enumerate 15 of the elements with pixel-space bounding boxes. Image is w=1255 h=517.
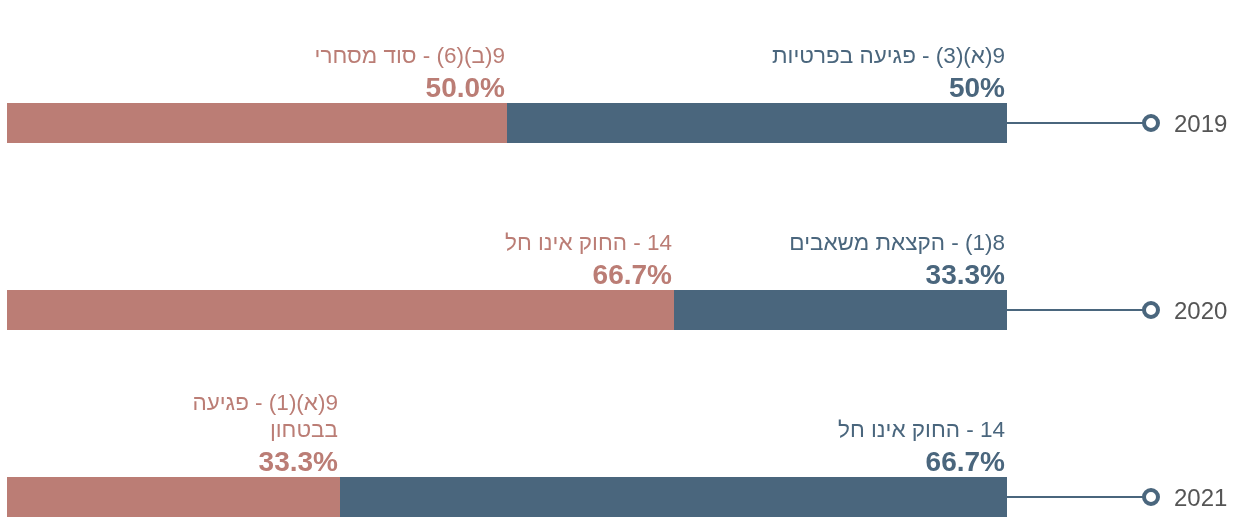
series-label: 8(1) - הקצאת משאבים: [789, 230, 1005, 255]
y-tick-label: 2020: [1174, 297, 1228, 324]
series-label: 14 - החוק אינו חל: [504, 230, 672, 255]
series-label: 9(ב)(6) - סוד מסחרי: [314, 43, 505, 68]
y-tick-label: 2021: [1174, 484, 1228, 511]
data-label: 33.3%: [925, 259, 1006, 290]
data-label: 33.3%: [258, 446, 339, 477]
data-label: 66.7%: [592, 259, 673, 290]
data-label: 66.7%: [925, 446, 1006, 477]
y-tick-label: 2019: [1174, 110, 1228, 137]
series-label: 9(א)(3) - פגיעה בפרטיות: [772, 43, 1005, 68]
series-label: 9(א)(1) - פגיעה בבטחון: [192, 390, 338, 442]
data-label: 50%: [948, 72, 1006, 103]
series-label: 14 - החוק אינו חל: [837, 417, 1005, 442]
data-label: 50.0%: [425, 72, 506, 103]
